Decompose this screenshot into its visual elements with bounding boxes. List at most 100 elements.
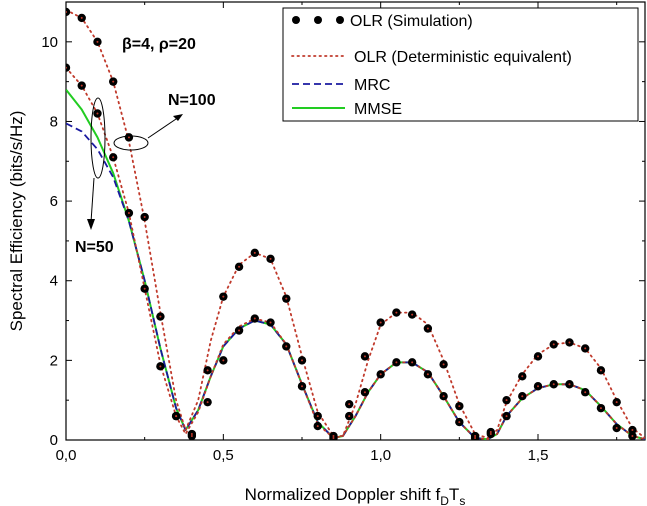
axis-ticks — [65, 2, 645, 441]
simulation-point-centre — [631, 435, 634, 438]
simulation-point-centre — [474, 435, 477, 438]
simulation-point-centre — [521, 395, 524, 398]
annotation-n100: N=100 — [113, 92, 216, 151]
simulation-point-centre — [96, 40, 99, 43]
y-tick-label: 4 — [50, 273, 58, 290]
simulation-point-centre — [568, 383, 571, 386]
legend-entry-simulation: OLR (Simulation) — [292, 13, 473, 30]
legend-entry-mmse: MMSE — [292, 101, 402, 118]
y-tick-label: 8 — [50, 113, 58, 130]
n100-arrow-head — [173, 114, 183, 121]
simulation-point-centre — [190, 433, 193, 436]
simulation-point-centre — [348, 415, 351, 418]
simulation-point-centre — [505, 415, 508, 418]
simulation-point-centre — [190, 435, 193, 438]
simulation-point-centre — [584, 347, 587, 350]
simulation-point-centre — [615, 401, 618, 404]
y-tick-label: 2 — [50, 352, 58, 369]
series-layer — [66, 7, 645, 440]
simulation-point-centre — [474, 437, 477, 440]
legend-label: MMSE — [354, 101, 402, 118]
simulation-point-centre — [206, 369, 209, 372]
simulation-point-centre — [206, 401, 209, 404]
simulation-point-centre — [127, 212, 130, 215]
simulation-point-centre — [285, 345, 288, 348]
y-tick-label: 0 — [50, 432, 58, 449]
annotation-n50: N=50 — [75, 97, 114, 256]
legend-marker — [336, 16, 344, 24]
n50-ellipse — [90, 97, 106, 179]
simulation-point-centre — [112, 80, 115, 83]
simulation-point-centre — [80, 16, 83, 19]
simulation-point-centre — [505, 399, 508, 402]
simulation-point-centre — [426, 373, 429, 376]
simulation-point-centre — [599, 369, 602, 372]
simulation-point-centre — [332, 437, 335, 440]
legend-entry-mrc: MRC — [292, 77, 390, 94]
simulation-point-centre — [332, 435, 335, 438]
simulation-point-centre — [285, 297, 288, 300]
x-tick-label: 1,5 — [528, 447, 549, 464]
simulation-point-centre — [143, 216, 146, 219]
simulation-point-centre — [379, 321, 382, 324]
series-line-olr-deterministic-equivalent- — [66, 9, 645, 440]
series-line-mrc — [66, 122, 645, 440]
simulation-point-centre — [80, 84, 83, 87]
simulation-point-centre — [269, 257, 272, 260]
simulation-point-centre — [301, 359, 304, 362]
parameter-annotation: β=4, ρ=20 — [122, 36, 196, 53]
simulation-point-centre — [66, 66, 67, 69]
simulation-point-centre — [253, 317, 256, 320]
simulation-point-centre — [143, 287, 146, 290]
y-tick-label: 10 — [41, 34, 58, 51]
legend-label: MRC — [354, 77, 390, 94]
simulation-point-centre — [489, 431, 492, 434]
simulation-point-centre — [584, 391, 587, 394]
simulation-point — [66, 7, 71, 17]
legend-marker — [314, 16, 322, 24]
simulation-point-centre — [363, 355, 366, 358]
simulation-point-centre — [238, 265, 241, 268]
y-tick-label: 6 — [50, 193, 58, 210]
plot-area-frame — [65, 1, 646, 441]
simulation-point-centre — [615, 427, 618, 430]
simulation-point-centre — [316, 415, 319, 418]
simulation-point-centre — [599, 407, 602, 410]
simulation-point-centre — [458, 421, 461, 424]
simulation-point-centre — [222, 295, 225, 298]
legend-box — [282, 7, 639, 122]
legend: OLR (Simulation) OLR (Deterministic equi… — [282, 7, 639, 122]
simulation-point-centre — [537, 355, 540, 358]
simulation-point-centre — [253, 251, 256, 254]
simulation-point-centre — [568, 341, 571, 344]
simulation-point-centre — [96, 112, 99, 115]
simulation-point-centre — [458, 405, 461, 408]
simulation-point-centre — [631, 429, 634, 432]
axis-tick-labels: 0,0 0,5 1,0 1,5 0 2 4 6 8 10 — [41, 34, 548, 464]
x-tick-label: 1,0 — [370, 447, 391, 464]
simulation-point-centre — [426, 327, 429, 330]
simulation-point-centre — [222, 359, 225, 362]
simulation-point-centre — [537, 385, 540, 388]
simulation-point-centre — [363, 391, 366, 394]
legend-label: OLR (Deterministic equivalent) — [354, 49, 572, 66]
simulation-point-centre — [238, 329, 241, 332]
n50-arrow-head — [87, 219, 95, 230]
simulation-point-centre — [395, 311, 398, 314]
simulation-point-centre — [112, 156, 115, 159]
simulation-point-centre — [521, 375, 524, 378]
y-axis-label: Spectral Efficiency (bits/s/Hz) — [7, 111, 26, 332]
x-tick-label: 0,0 — [56, 447, 77, 464]
simulation-point-centre — [489, 433, 492, 436]
x-tick-label: 0,5 — [213, 447, 234, 464]
simulation-point-centre — [269, 321, 272, 324]
simulation-point-centre — [316, 425, 319, 428]
simulation-point-centre — [159, 365, 162, 368]
simulation-point-centre — [395, 361, 398, 364]
simulation-point-centre — [442, 363, 445, 366]
simulation-point-centre — [552, 383, 555, 386]
simulation-point-centre — [411, 361, 414, 364]
simulation-point — [66, 63, 71, 72]
